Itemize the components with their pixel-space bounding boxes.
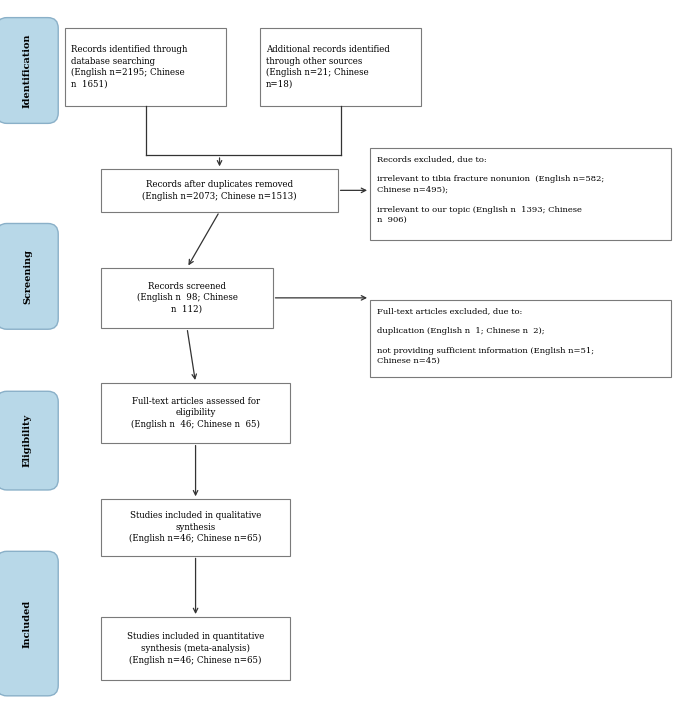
- Text: Identification: Identification: [23, 33, 32, 108]
- Text: Additional records identified
through other sources
(English n=21; Chinese
n=18): Additional records identified through ot…: [266, 45, 390, 89]
- Text: Records screened
(English n  98; Chinese
n  112): Records screened (English n 98; Chinese …: [136, 282, 238, 314]
- FancyBboxPatch shape: [0, 391, 58, 490]
- FancyBboxPatch shape: [370, 148, 671, 240]
- Text: Records excluded, due to:

irrelevant to tibia fracture nonunion  (English n=582: Records excluded, due to: irrelevant to …: [377, 155, 604, 223]
- Text: Full-text articles excluded, due to:

duplication (English n  1; Chinese n  2);
: Full-text articles excluded, due to: dup…: [377, 307, 594, 365]
- FancyBboxPatch shape: [0, 18, 58, 123]
- Text: Eligibility: Eligibility: [23, 414, 32, 467]
- Text: Included: Included: [23, 599, 32, 648]
- FancyBboxPatch shape: [101, 268, 273, 328]
- Text: Studies included in qualitative
synthesis
(English n=46; Chinese n=65): Studies included in qualitative synthesi…: [129, 511, 262, 544]
- FancyBboxPatch shape: [101, 383, 290, 443]
- Text: Screening: Screening: [23, 249, 32, 304]
- FancyBboxPatch shape: [101, 617, 290, 680]
- FancyBboxPatch shape: [101, 499, 290, 556]
- FancyBboxPatch shape: [65, 28, 226, 106]
- Text: Records after duplicates removed
(English n=2073; Chinese n=1513): Records after duplicates removed (Englis…: [142, 180, 297, 201]
- Text: Full-text articles assessed for
eligibility
(English n  46; Chinese n  65): Full-text articles assessed for eligibil…: [131, 397, 260, 429]
- FancyBboxPatch shape: [370, 300, 671, 377]
- FancyBboxPatch shape: [0, 551, 58, 696]
- Text: Records identified through
database searching
(English n=2195; Chinese
n  1651): Records identified through database sear…: [71, 45, 187, 89]
- FancyBboxPatch shape: [260, 28, 421, 106]
- FancyBboxPatch shape: [0, 223, 58, 329]
- Text: Studies included in quantitative
synthesis (meta-analysis)
(English n=46; Chines: Studies included in quantitative synthes…: [127, 632, 264, 665]
- FancyBboxPatch shape: [101, 169, 338, 212]
